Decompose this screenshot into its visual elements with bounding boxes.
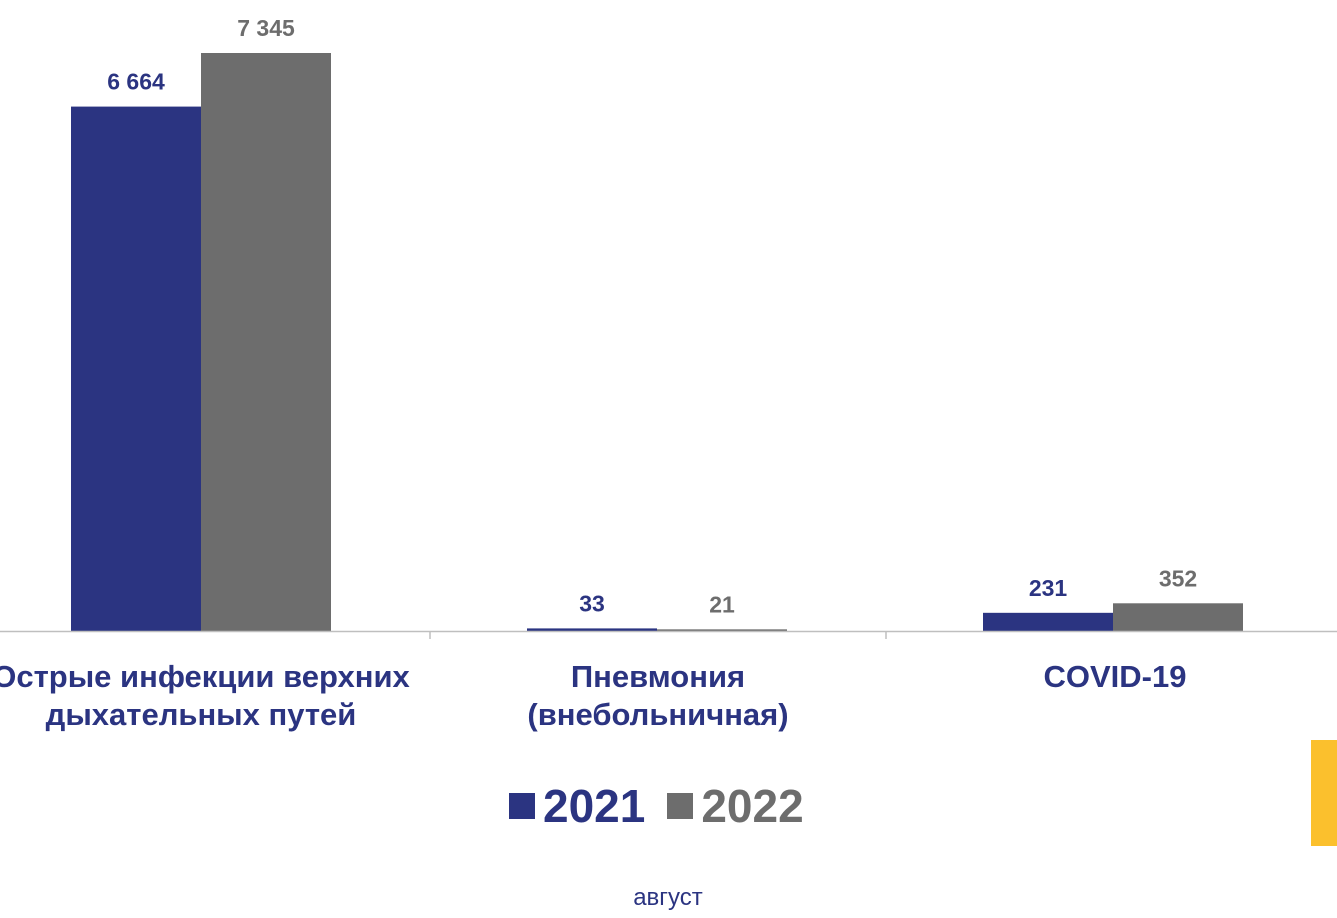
- bar-2021-cat-0: [71, 106, 201, 632]
- bar-2021-cat-2: [983, 612, 1113, 631]
- bar-2021-cat-1: [527, 628, 657, 631]
- data-label-2022-cat-0: 7 345: [237, 15, 295, 41]
- data-labels-layer: 6 664 7 345 33 21 231 352: [107, 15, 1197, 617]
- data-label-2021-cat-1: 33: [579, 590, 605, 616]
- x-axis: [0, 630, 1337, 639]
- data-label-2021-cat-2: 231: [1029, 575, 1068, 601]
- category-label-covid: COVID-19: [1043, 659, 1187, 694]
- period-label: август: [633, 884, 703, 911]
- legend: 2021 2022: [509, 778, 826, 834]
- legend-label-2021: 2021: [543, 780, 646, 832]
- bar-2022-cat-1: [657, 629, 787, 631]
- legend-swatch-2021: [509, 793, 535, 819]
- category-label-upper-respiratory: Острые инфекции верхних дыхательных путе…: [0, 659, 410, 732]
- legend-swatch-2022: [667, 793, 694, 819]
- accent-block: [1311, 740, 1337, 846]
- bar-2022-cat-2: [1113, 603, 1243, 631]
- data-label-2022-cat-2: 352: [1159, 565, 1197, 591]
- legend-label-2022: 2022: [701, 780, 804, 832]
- data-label-2021-cat-0: 6 664: [107, 69, 165, 95]
- bars-layer: [71, 53, 1243, 632]
- legend-item-2022[interactable]: 2022: [667, 778, 804, 834]
- bar-2022-cat-0: [201, 53, 331, 631]
- category-label-pneumonia: Пневмония (внебольничная): [527, 659, 789, 732]
- data-label-2022-cat-1: 21: [709, 591, 735, 617]
- legend-item-2021[interactable]: 2021: [509, 778, 645, 834]
